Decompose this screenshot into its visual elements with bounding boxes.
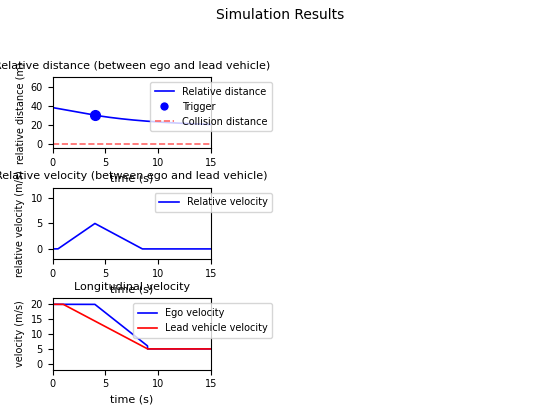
Relative distance: [119, 116, 125, 121]
Y-axis label: relative distance (m): relative distance (m): [15, 62, 25, 164]
Relative velocity: [158, 247, 165, 252]
Ego velocity: [172, 346, 179, 352]
Ego velocity: [113, 319, 120, 324]
Lead vehicle velocity: [119, 333, 125, 338]
Relative velocity: [176, 247, 183, 252]
Relative velocity: [113, 233, 120, 238]
Relative distance: [175, 121, 182, 126]
Y-axis label: relative velocity (m/s): relative velocity (m/s): [15, 170, 25, 277]
X-axis label: time (s): time (s): [110, 284, 153, 294]
Relative distance: [113, 116, 120, 121]
Lead vehicle velocity: [144, 346, 151, 352]
Lead vehicle velocity: [172, 346, 179, 352]
Ego velocity: [119, 323, 125, 328]
Relative velocity: [49, 247, 56, 252]
Legend: Relative velocity: Relative velocity: [155, 193, 272, 213]
Relative velocity: [91, 221, 98, 226]
Title: Longitudinal velocity: Longitudinal velocity: [74, 282, 190, 292]
Relative distance: [207, 122, 214, 127]
Relative velocity: [119, 236, 126, 241]
Legend: Ego velocity, Lead vehicle velocity: Ego velocity, Lead vehicle velocity: [133, 303, 272, 338]
Title: Relative distance (between ego and lead vehicle): Relative distance (between ego and lead …: [0, 61, 270, 71]
Lead vehicle velocity: [113, 330, 120, 335]
X-axis label: time (s): time (s): [110, 395, 153, 405]
Ego velocity: [207, 346, 214, 352]
Lead vehicle velocity: [66, 305, 72, 310]
Relative distance: [172, 121, 179, 126]
Ego velocity: [66, 302, 72, 307]
Lead vehicle velocity: [158, 346, 165, 352]
Title: Relative velocity (between ego and lead vehicle): Relative velocity (between ego and lead …: [0, 171, 268, 181]
Collision distance: [49, 141, 56, 146]
Ego velocity: [49, 302, 56, 307]
Ego velocity: [176, 346, 183, 352]
X-axis label: time (s): time (s): [110, 174, 153, 184]
Lead vehicle velocity: [176, 346, 183, 352]
Relative velocity: [207, 247, 214, 252]
Relative distance: [158, 120, 165, 125]
Legend: Relative distance, Trigger, Collision distance: Relative distance, Trigger, Collision di…: [150, 82, 272, 131]
Relative distance: [66, 108, 72, 113]
Text: Simulation Results: Simulation Results: [216, 8, 344, 22]
Lead vehicle velocity: [207, 346, 214, 352]
Line: Relative velocity: Relative velocity: [53, 223, 211, 249]
Lead vehicle velocity: [49, 302, 56, 307]
Relative velocity: [172, 247, 179, 252]
Line: Relative distance: Relative distance: [53, 108, 211, 124]
Line: Lead vehicle velocity: Lead vehicle velocity: [53, 304, 211, 349]
Relative velocity: [66, 239, 72, 244]
Collision distance: [60, 141, 67, 146]
Ego velocity: [158, 346, 165, 352]
Line: Ego velocity: Ego velocity: [53, 304, 211, 349]
Relative distance: [49, 105, 56, 110]
Y-axis label: velocity (m/s): velocity (m/s): [15, 301, 25, 368]
Ego velocity: [144, 346, 151, 352]
